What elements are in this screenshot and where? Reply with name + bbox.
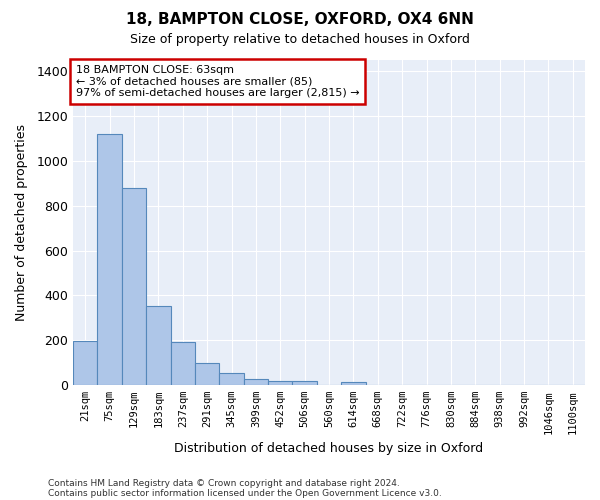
- Bar: [170, 342, 195, 385]
- Bar: [73, 341, 97, 385]
- Y-axis label: Number of detached properties: Number of detached properties: [15, 124, 28, 321]
- Text: Contains HM Land Registry data © Crown copyright and database right 2024.: Contains HM Land Registry data © Crown c…: [48, 478, 400, 488]
- Bar: [220, 374, 244, 385]
- Text: Contains public sector information licensed under the Open Government Licence v3: Contains public sector information licen…: [48, 488, 442, 498]
- Bar: [122, 188, 146, 385]
- Text: 18 BAMPTON CLOSE: 63sqm
← 3% of detached houses are smaller (85)
97% of semi-det: 18 BAMPTON CLOSE: 63sqm ← 3% of detached…: [76, 65, 359, 98]
- Bar: [97, 134, 122, 385]
- X-axis label: Distribution of detached houses by size in Oxford: Distribution of detached houses by size …: [175, 442, 484, 455]
- Bar: [195, 362, 220, 385]
- Bar: [268, 381, 292, 385]
- Text: Size of property relative to detached houses in Oxford: Size of property relative to detached ho…: [130, 32, 470, 46]
- Bar: [341, 382, 365, 385]
- Bar: [146, 306, 170, 385]
- Text: 18, BAMPTON CLOSE, OXFORD, OX4 6NN: 18, BAMPTON CLOSE, OXFORD, OX4 6NN: [126, 12, 474, 28]
- Bar: [292, 381, 317, 385]
- Bar: [244, 380, 268, 385]
